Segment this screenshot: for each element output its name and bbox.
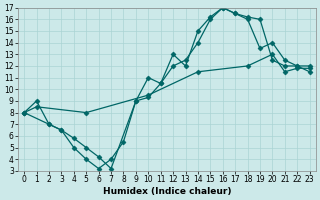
X-axis label: Humidex (Indice chaleur): Humidex (Indice chaleur) <box>103 187 231 196</box>
